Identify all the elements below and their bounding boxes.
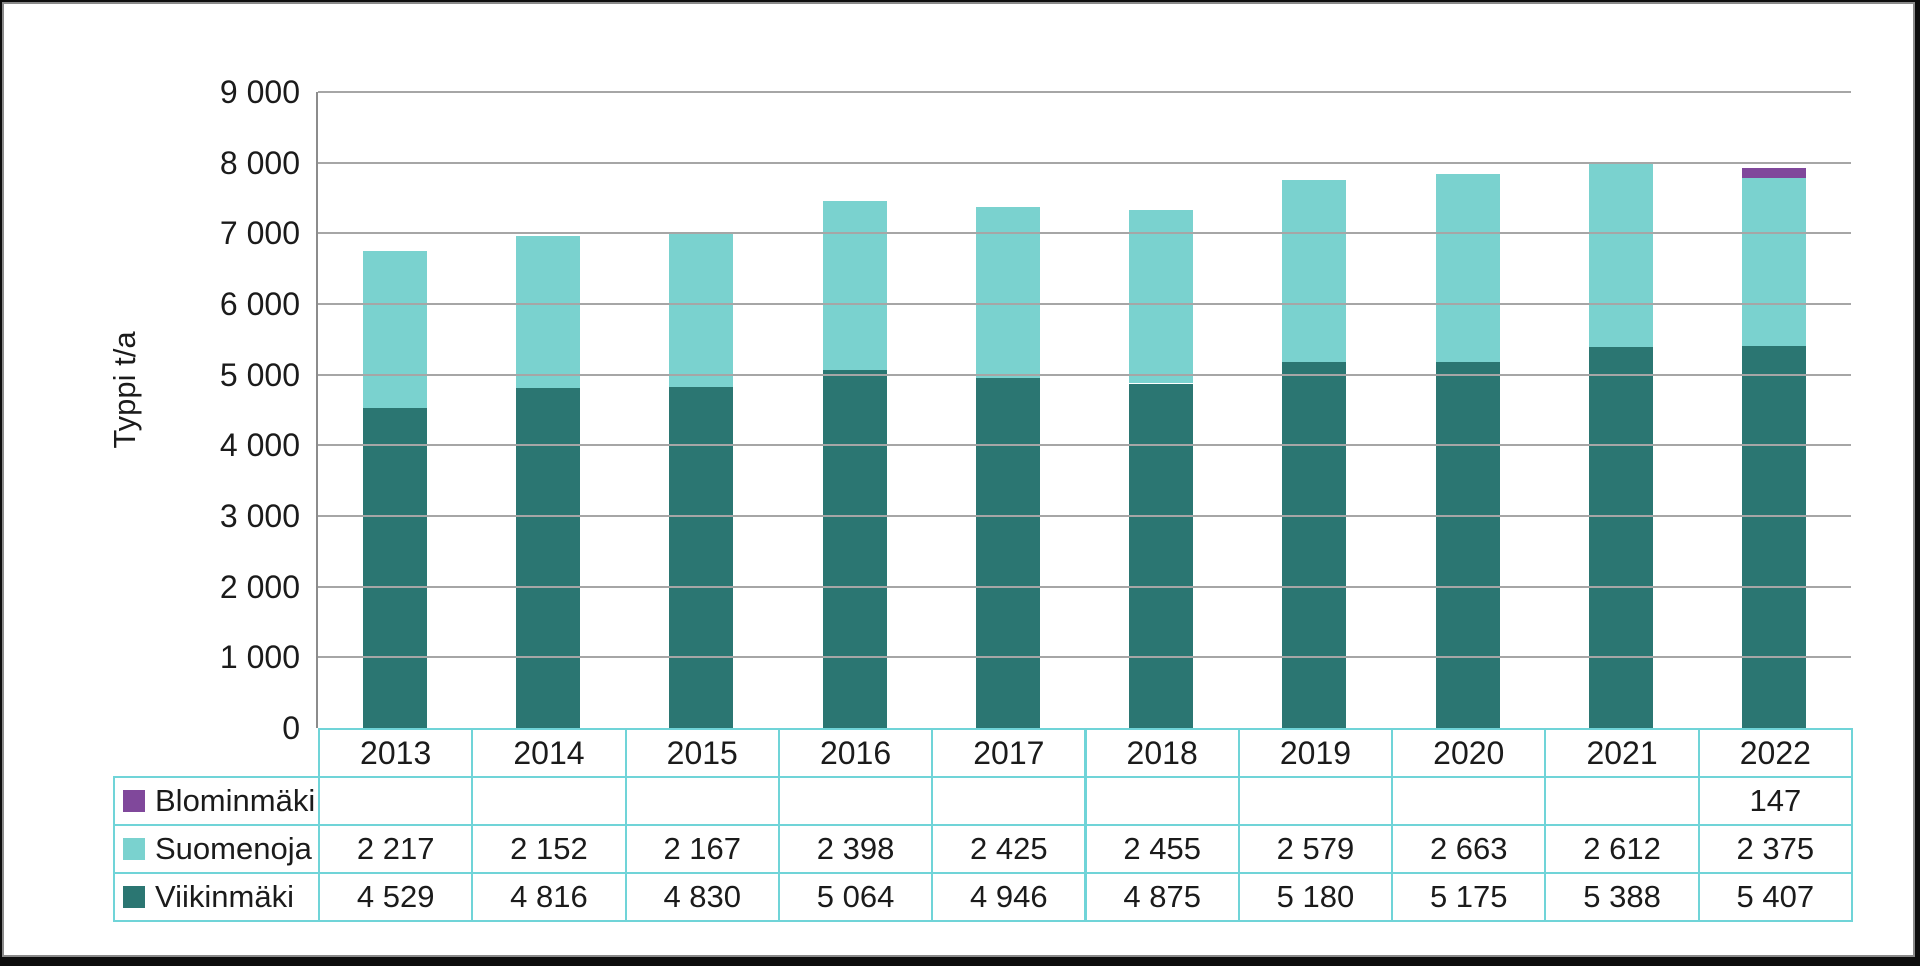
table-cell-viikinmaki-2014: 4 816 [471, 872, 627, 922]
table-cell-blominmaki-2019 [1237, 776, 1394, 826]
gridline-4000 [318, 444, 1851, 447]
table-cell-viikinmaki-2019: 5 180 [1237, 872, 1394, 922]
table-cell-suomenoja-2015: 2 167 [624, 824, 780, 874]
table-cell-suomenoja-2019: 2 579 [1237, 824, 1394, 874]
legend-swatch-blominmaki [123, 790, 145, 812]
bar-segment-suomenoja-2021 [1589, 162, 1654, 348]
legend-row-suomenoja: Suomenoja [113, 824, 320, 874]
y-tick-label-3000: 3 000 [219, 498, 300, 534]
y-tick-label-7000: 7 000 [219, 215, 300, 252]
bar-segment-suomenoja-2015 [669, 233, 734, 387]
table-header-year-2017: 2017 [931, 728, 1087, 778]
gridline-2000 [318, 585, 1851, 588]
table-cell-blominmaki-2014 [471, 776, 627, 826]
table-cell-blominmaki-2022: 147 [1697, 776, 1853, 826]
bar-segment-viikinmaki-2019 [1282, 361, 1347, 728]
legend-row-blominmaki: Blominmäki [113, 776, 320, 826]
bar-segment-suomenoja-2014 [515, 235, 580, 388]
y-tick-label-1000: 1 000 [219, 639, 300, 676]
bar-segment-viikinmaki-2015 [669, 386, 734, 728]
bar-segment-viikinmaki-2018 [1129, 383, 1194, 728]
legend-label-viikinmaki: Viikinmäki [155, 879, 294, 914]
bar-segment-blominmaki-2022 [1742, 167, 1807, 179]
table-cell-blominmaki-2016 [777, 776, 934, 826]
table-header-year-2020: 2020 [1391, 728, 1547, 778]
y-tick-label-6000: 6 000 [219, 286, 300, 322]
table-header-year-2022: 2022 [1697, 728, 1853, 778]
gridline-8000 [318, 161, 1851, 164]
table-cell-suomenoja-2017: 2 425 [931, 824, 1087, 874]
table-cell-blominmaki-2017 [931, 776, 1087, 826]
table-cell-viikinmaki-2020: 5 175 [1391, 872, 1547, 922]
y-axis-title: Typpi t/a [107, 331, 142, 449]
table-cell-blominmaki-2020 [1391, 776, 1547, 826]
table-cell-viikinmaki-2021: 5 388 [1544, 872, 1700, 922]
table-cell-viikinmaki-2022: 5 407 [1697, 872, 1853, 922]
table-cell-blominmaki-2013 [318, 776, 474, 826]
bar-segment-suomenoja-2019 [1282, 179, 1347, 362]
bar-segment-viikinmaki-2013 [362, 407, 427, 728]
bar-segment-viikinmaki-2017 [975, 378, 1040, 728]
table-header-year-2018: 2018 [1084, 728, 1240, 778]
bar-segment-suomenoja-2013 [362, 251, 427, 408]
table-cell-suomenoja-2016: 2 398 [777, 824, 934, 874]
gridline-1000 [318, 656, 1851, 659]
y-axis-line [316, 92, 318, 728]
y-tick-label-0: 0 [282, 710, 300, 746]
bar-segment-suomenoja-2017 [975, 207, 1040, 379]
legend-swatch-suomenoja [123, 838, 145, 860]
table-cell-suomenoja-2021: 2 612 [1544, 824, 1700, 874]
bar-segment-suomenoja-2016 [822, 200, 887, 371]
table-cell-blominmaki-2015 [624, 776, 780, 826]
table-header-year-2015: 2015 [624, 728, 780, 778]
gridline-7000 [318, 232, 1851, 235]
y-tick-label-2000: 2 000 [219, 568, 300, 605]
table-cell-viikinmaki-2013: 4 529 [318, 872, 474, 922]
legend-swatch-viikinmaki [123, 886, 145, 908]
bar-segment-viikinmaki-2022 [1742, 345, 1807, 728]
table-cell-viikinmaki-2017: 4 946 [931, 872, 1087, 922]
bar-segment-viikinmaki-2020 [1435, 362, 1500, 728]
table-header-year-2016: 2016 [777, 728, 934, 778]
table-cell-blominmaki-2021 [1544, 776, 1700, 826]
table-cell-suomenoja-2013: 2 217 [318, 824, 474, 874]
legend-label-suomenoja: Suomenoja [155, 831, 312, 866]
table-cell-suomenoja-2020: 2 663 [1391, 824, 1547, 874]
gridline-6000 [318, 303, 1851, 305]
y-tick-label-9000: 9 000 [219, 74, 300, 110]
table-header-year-2021: 2021 [1544, 728, 1700, 778]
table-header-year-2013: 2013 [318, 728, 474, 778]
table-cell-viikinmaki-2015: 4 830 [624, 872, 780, 922]
gridline-3000 [318, 515, 1851, 517]
table-header-year-2019: 2019 [1237, 728, 1394, 778]
gridline-5000 [318, 373, 1851, 376]
y-tick-label-4000: 4 000 [219, 427, 300, 464]
table-cell-viikinmaki-2018: 4 875 [1084, 872, 1240, 922]
bar-segment-suomenoja-2018 [1129, 210, 1194, 384]
bar-segment-viikinmaki-2014 [515, 387, 580, 728]
y-tick-label-8000: 8 000 [219, 144, 300, 181]
legend-row-viikinmaki: Viikinmäki [113, 872, 320, 922]
table-cell-viikinmaki-2016: 5 064 [777, 872, 934, 922]
table-cell-blominmaki-2018 [1084, 776, 1240, 826]
gridline-9000 [318, 91, 1851, 93]
bar-segment-viikinmaki-2016 [822, 370, 887, 728]
y-tick-label-5000: 5 000 [219, 356, 300, 393]
table-cell-suomenoja-2014: 2 152 [471, 824, 627, 874]
table-cell-suomenoja-2022: 2 375 [1697, 824, 1853, 874]
table-cell-suomenoja-2018: 2 455 [1084, 824, 1240, 874]
bar-segment-suomenoja-2020 [1435, 174, 1500, 363]
bar-segment-suomenoja-2022 [1742, 178, 1807, 346]
bar-segment-viikinmaki-2021 [1589, 347, 1654, 728]
legend-label-blominmaki: Blominmäki [155, 783, 316, 818]
table-header-year-2014: 2014 [471, 728, 627, 778]
